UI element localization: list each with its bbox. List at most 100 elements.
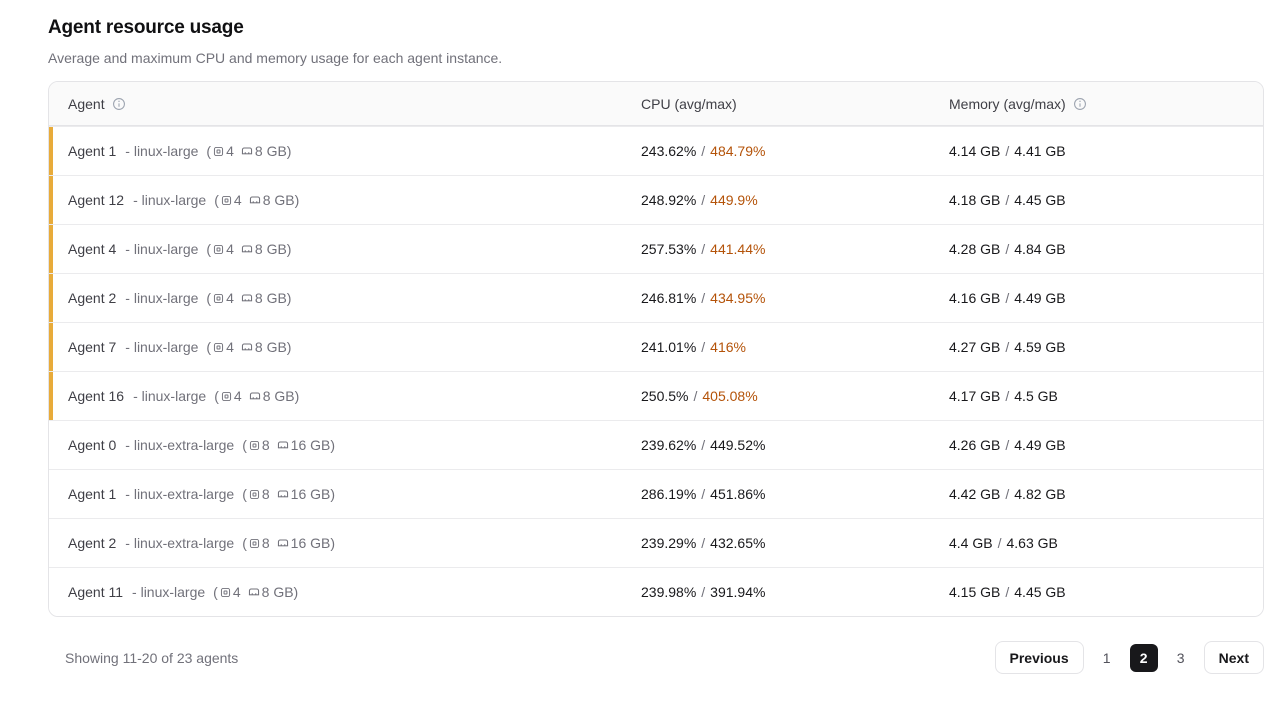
cpu-chip-icon xyxy=(219,390,234,403)
machine-type: linux-extra-large xyxy=(133,486,235,502)
agent-name: Agent 4 xyxy=(68,241,117,257)
memory-stick-icon xyxy=(246,585,262,599)
table-row[interactable]: Agent 4 - linux-large(4 8 GB) 257.53%/441… xyxy=(49,224,1263,273)
info-icon[interactable] xyxy=(112,97,126,111)
page-button-3[interactable]: 3 xyxy=(1167,644,1195,672)
cpu-max-value: 416% xyxy=(710,339,746,355)
cpu-avg-value: 239.98% xyxy=(641,584,697,600)
memory-max-value: 4.63 GB xyxy=(1006,535,1058,551)
ram-size: 8 GB xyxy=(262,388,295,404)
memory-avg-value: 4.42 GB xyxy=(949,486,1001,502)
cpu-max-value: 432.65% xyxy=(710,535,766,551)
memory-cell: 4.16 GB/4.49 GB xyxy=(949,290,1066,306)
agent-cell: Agent 2 - linux-extra-large(8 16 GB) xyxy=(49,535,641,551)
agent-cell: Agent 16 - linux-large(4 8 GB) xyxy=(49,388,641,404)
memory-stick-icon xyxy=(239,144,255,158)
cpu-chip-icon xyxy=(247,537,262,550)
page-button-1[interactable]: 1 xyxy=(1093,644,1121,672)
cpu-avg-value: 239.29% xyxy=(641,535,697,551)
memory-max-value: 4.82 GB xyxy=(1014,486,1066,502)
machine-type: linux-extra-large xyxy=(133,437,235,453)
agent-machine-details: - linux-large(4 8 GB) xyxy=(125,143,292,159)
memory-max-value: 4.5 GB xyxy=(1014,388,1058,404)
ram-size: 8 GB xyxy=(262,192,295,208)
memory-avg-value: 4.4 GB xyxy=(949,535,993,551)
cpu-chip-icon xyxy=(218,586,233,599)
memory-avg-value: 4.26 GB xyxy=(949,437,1001,453)
cpu-count: 8 xyxy=(261,486,270,502)
table-row[interactable]: Agent 2 - linux-large(4 8 GB) 246.81%/434… xyxy=(49,273,1263,322)
agent-name: Agent 7 xyxy=(68,339,117,355)
agent-machine-details: - linux-extra-large(8 16 GB) xyxy=(125,437,336,453)
cpu-max-value: 405.08% xyxy=(702,388,758,404)
machine-type: linux-extra-large xyxy=(133,535,235,551)
agent-cell: Agent 1 - linux-large(4 8 GB) xyxy=(49,143,641,159)
memory-column-header: Memory (avg/max) xyxy=(949,96,1263,112)
agent-machine-details: - linux-extra-large(8 16 GB) xyxy=(125,535,336,551)
cpu-max-value: 449.52% xyxy=(710,437,766,453)
cpu-max-value: 449.9% xyxy=(710,192,758,208)
table-body: Agent 1 - linux-large(4 8 GB) 243.62%/484… xyxy=(49,126,1263,616)
machine-type: linux-large xyxy=(133,241,199,257)
memory-stick-icon xyxy=(239,291,255,305)
agent-name: Agent 2 xyxy=(68,290,117,306)
cpu-avg-value: 257.53% xyxy=(641,241,697,257)
cpu-count: 8 xyxy=(261,535,270,551)
cpu-avg-value: 248.92% xyxy=(641,192,697,208)
agent-name: Agent 0 xyxy=(68,437,117,453)
cpu-max-value: 434.95% xyxy=(710,290,766,306)
cpu-max-value: 391.94% xyxy=(710,584,766,600)
memory-max-value: 4.45 GB xyxy=(1014,584,1066,600)
memory-stick-icon xyxy=(247,389,263,403)
table-footer: Showing 11-20 of 23 agents Previous 1 2 … xyxy=(48,641,1264,674)
next-button[interactable]: Next xyxy=(1203,641,1264,674)
cpu-chip-icon xyxy=(247,488,262,501)
agent-name: Agent 1 xyxy=(68,486,117,502)
agent-cell: Agent 12 - linux-large(4 8 GB) xyxy=(49,192,641,208)
agent-cell: Agent 1 - linux-extra-large(8 16 GB) xyxy=(49,486,641,502)
agent-machine-details: - linux-large(4 8 GB) xyxy=(132,584,299,600)
cpu-column-header: CPU (avg/max) xyxy=(641,96,949,112)
cpu-avg-value: 246.81% xyxy=(641,290,697,306)
table-row[interactable]: Agent 0 - linux-extra-large(8 16 GB) 239.… xyxy=(49,420,1263,469)
agent-machine-details: - linux-large(4 8 GB) xyxy=(125,290,292,306)
ram-size: 8 GB xyxy=(254,241,287,257)
table-row[interactable]: Agent 11 - linux-large(4 8 GB) 239.98%/39… xyxy=(49,567,1263,616)
ram-size: 8 GB xyxy=(254,339,287,355)
agent-machine-details: - linux-large(4 8 GB) xyxy=(133,192,300,208)
cpu-count: 4 xyxy=(233,388,242,404)
ram-size: 8 GB xyxy=(254,143,287,159)
memory-avg-value: 4.15 GB xyxy=(949,584,1001,600)
memory-avg-value: 4.14 GB xyxy=(949,143,1001,159)
cpu-cell: 248.92%/449.9% xyxy=(641,192,758,208)
memory-cell: 4.42 GB/4.82 GB xyxy=(949,486,1066,502)
cpu-cell: 286.19%/451.86% xyxy=(641,486,766,502)
memory-max-value: 4.59 GB xyxy=(1014,339,1066,355)
cpu-count: 4 xyxy=(226,290,234,306)
agent-cell: Agent 11 - linux-large(4 8 GB) xyxy=(49,584,641,600)
table-row[interactable]: Agent 1 - linux-extra-large(8 16 GB) 286.… xyxy=(49,469,1263,518)
memory-cell: 4.28 GB/4.84 GB xyxy=(949,241,1066,257)
cpu-cell: 239.62%/449.52% xyxy=(641,437,766,453)
table-header-row: Agent CPU (avg/max) Memory (avg/max) xyxy=(49,82,1263,126)
machine-type: linux-large xyxy=(133,143,199,159)
agent-machine-details: - linux-large(4 8 GB) xyxy=(133,388,300,404)
info-icon[interactable] xyxy=(1073,97,1087,111)
memory-max-value: 4.45 GB xyxy=(1014,192,1066,208)
cpu-max-value: 484.79% xyxy=(710,143,766,159)
table-row[interactable]: Agent 12 - linux-large(4 8 GB) 248.92%/44… xyxy=(49,175,1263,224)
cpu-cell: 250.5%/405.08% xyxy=(641,388,758,404)
table-row[interactable]: Agent 1 - linux-large(4 8 GB) 243.62%/484… xyxy=(49,126,1263,175)
cpu-cell: 243.62%/484.79% xyxy=(641,143,766,159)
agent-column-header: Agent xyxy=(49,96,641,112)
page-button-2[interactable]: 2 xyxy=(1129,643,1158,672)
table-row[interactable]: Agent 16 - linux-large(4 8 GB) 250.5%/405… xyxy=(49,371,1263,420)
cpu-column-label: CPU (avg/max) xyxy=(641,95,737,112)
memory-cell: 4.18 GB/4.45 GB xyxy=(949,192,1066,208)
page-title: Agent resource usage xyxy=(48,17,244,38)
table-row[interactable]: Agent 7 - linux-large(4 8 GB) 241.01%/416… xyxy=(49,322,1263,371)
agent-name: Agent 1 xyxy=(68,143,117,159)
table-row[interactable]: Agent 2 - linux-extra-large(8 16 GB) 239.… xyxy=(49,518,1263,567)
memory-stick-icon xyxy=(275,438,291,452)
previous-button[interactable]: Previous xyxy=(994,641,1084,674)
